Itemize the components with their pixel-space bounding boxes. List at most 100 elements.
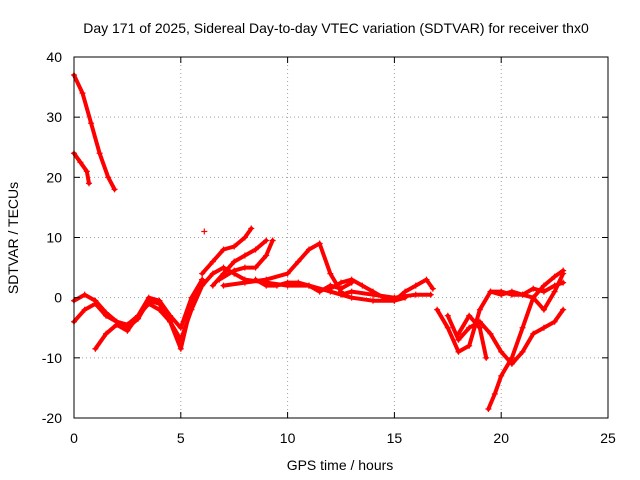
data-point (209, 270, 216, 277)
data-point (476, 318, 483, 325)
data-point (466, 312, 473, 319)
data-point (487, 288, 494, 295)
data-point (231, 243, 238, 250)
data-point (252, 246, 259, 253)
data-point (241, 279, 248, 286)
data-point (305, 246, 312, 253)
y-tick-label: 20 (46, 169, 62, 185)
data-point (92, 297, 99, 304)
series-line (445, 307, 566, 366)
data-point (103, 309, 110, 316)
data-point (167, 318, 174, 325)
data-point (209, 258, 216, 265)
grid (74, 57, 608, 418)
data-point (295, 258, 302, 265)
data-point (560, 279, 567, 286)
y-tick-label: -20 (42, 410, 62, 426)
series-line (217, 238, 275, 282)
x-tick-label: 0 (70, 430, 78, 446)
data-point (519, 348, 526, 355)
series-line (93, 277, 205, 351)
y-tick-label: 40 (46, 49, 62, 65)
data-point (498, 348, 505, 355)
data-point (348, 276, 355, 283)
data-point (338, 291, 344, 298)
data-point (316, 288, 323, 295)
data-point (96, 150, 103, 157)
data-point (167, 312, 174, 319)
data-point (284, 279, 291, 286)
data-point (348, 294, 355, 301)
x-axis-title: GPS time / hours (287, 457, 394, 473)
data-point (273, 282, 280, 289)
data-point (241, 234, 248, 241)
data-point (316, 240, 323, 247)
data-point (263, 282, 270, 289)
series-line (72, 73, 117, 192)
data-point (216, 276, 223, 283)
data-point (124, 327, 131, 334)
data-point (327, 285, 334, 292)
data-point (177, 324, 184, 331)
data-point (540, 282, 547, 289)
data-point (476, 324, 483, 331)
data-point (327, 270, 334, 277)
data-point (498, 372, 505, 379)
data-point (508, 354, 515, 361)
data-point (455, 330, 462, 337)
data-point (177, 345, 184, 352)
data-point (241, 264, 248, 271)
data-point (105, 174, 112, 181)
data-point (491, 390, 498, 397)
series-line (72, 151, 91, 186)
data-point (551, 318, 558, 325)
data-point (498, 291, 505, 298)
data-point (391, 294, 398, 301)
data-point (188, 294, 195, 301)
data-point (427, 291, 434, 298)
y-tick-labels: -20 -10 0 10 20 30 40 (42, 49, 62, 426)
data-point (231, 267, 238, 274)
data-point (412, 291, 419, 298)
series-arc-3 (71, 264, 409, 343)
series-arc-1 (71, 72, 118, 193)
data-point (530, 330, 537, 337)
data-point (560, 306, 567, 313)
series-arc-6 (199, 225, 255, 277)
y-axis-title: SDTVAR / TECUs (5, 182, 21, 294)
y-tick-label: 10 (46, 230, 62, 246)
data-point (305, 282, 312, 289)
series-line (200, 226, 254, 276)
data-point (199, 270, 206, 277)
data-point (412, 282, 419, 289)
data-point (295, 279, 302, 286)
data-point (220, 282, 227, 289)
data-point (540, 324, 547, 331)
data-point (423, 276, 430, 283)
series-arc-8 (216, 237, 276, 283)
data-point (284, 270, 291, 277)
data-point (241, 252, 248, 259)
series-arc-17 (487, 270, 567, 313)
data-point (231, 258, 238, 265)
data-point (79, 90, 86, 97)
data-point (209, 282, 216, 289)
data-point (551, 288, 558, 295)
isolated-point (201, 228, 208, 235)
data-point (252, 276, 259, 283)
axis-ticks (73, 56, 609, 419)
data-point (92, 345, 99, 352)
data-point (429, 285, 436, 292)
series-arc-9 (220, 240, 344, 295)
data-point (519, 291, 526, 298)
data-point (508, 288, 515, 295)
x-tick-labels: 0 5 10 15 20 25 (70, 430, 616, 446)
y-tick-label: 30 (46, 109, 62, 125)
data-point (455, 336, 462, 343)
data-point (77, 159, 84, 166)
data-point (263, 276, 270, 283)
data-point (434, 306, 441, 313)
data-point (338, 279, 344, 286)
data-point (111, 186, 118, 193)
data-point (530, 285, 537, 292)
